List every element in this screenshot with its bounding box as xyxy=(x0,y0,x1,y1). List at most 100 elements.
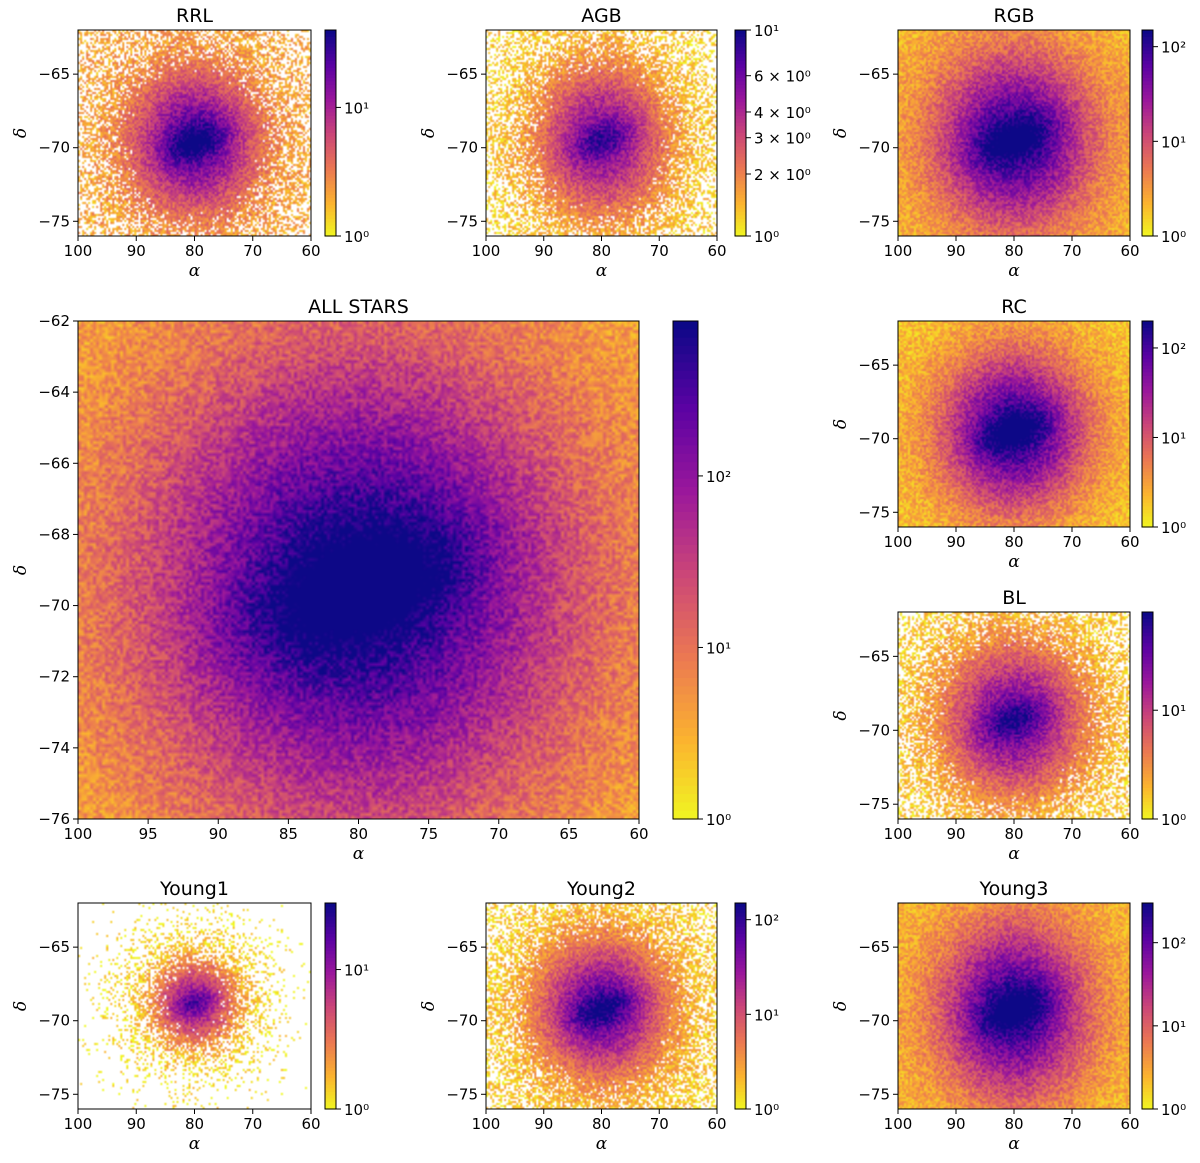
colorbar-step xyxy=(1142,906,1153,911)
chart-title: RGB xyxy=(994,5,1035,27)
colorbar-step xyxy=(1142,1054,1153,1059)
colorbar-step xyxy=(1142,417,1153,422)
colorbar-step xyxy=(1142,1060,1153,1065)
colorbar-step xyxy=(1142,667,1153,672)
colorbar-step xyxy=(1142,1088,1153,1093)
colorbar-step xyxy=(325,91,336,96)
panel-young3: Young3 100 90 80 70 60 −65 −70 −75 α δ 10² 10¹ 10⁰ xyxy=(831,878,1186,1154)
x-tick-label: 90 xyxy=(946,533,965,551)
y-axis-label: δ xyxy=(831,710,851,720)
y-tick-label: −68 xyxy=(38,525,70,543)
colorbar-step xyxy=(735,971,746,976)
colorbar-step xyxy=(735,95,746,100)
colorbar-step xyxy=(325,951,336,956)
colorbar-step xyxy=(673,661,698,671)
colorbar-rrl: 10⁰ 10¹ xyxy=(324,29,369,246)
colorbar-step xyxy=(735,98,746,103)
colorbar-step xyxy=(325,999,336,1004)
colorbar-step xyxy=(1142,365,1153,370)
colorbar-step xyxy=(1142,372,1153,377)
chart-title: RC xyxy=(1001,296,1027,318)
colorbar-step xyxy=(673,619,698,629)
colorbar-step xyxy=(325,177,336,182)
colorbar-step xyxy=(1142,1019,1153,1024)
colorbar-step xyxy=(673,379,698,388)
colorbar-step xyxy=(325,157,336,162)
colorbar-step xyxy=(735,160,746,165)
colorbar-step xyxy=(735,1009,746,1014)
x-tick-label: 90 xyxy=(534,242,553,260)
colorbar-step xyxy=(1142,177,1153,182)
colorbar-step xyxy=(325,927,336,932)
colorbar-step xyxy=(1142,774,1153,779)
colorbar-step xyxy=(1142,957,1153,962)
colorbar-frame xyxy=(734,902,747,1110)
colorbar-step xyxy=(735,129,746,134)
colorbar-step xyxy=(325,961,336,966)
y-tick-label: −65 xyxy=(446,938,478,956)
colorbar-step xyxy=(1142,763,1153,768)
colorbar-rgb: 10² 10¹ 10⁰ xyxy=(1141,29,1186,246)
colorbar-step xyxy=(325,146,336,151)
colorbar-step xyxy=(1142,636,1153,641)
heatmap-rrl xyxy=(78,30,311,236)
colorbar-frame xyxy=(324,902,337,1110)
colorbar-step xyxy=(325,1067,336,1072)
colorbar-step xyxy=(1142,396,1153,401)
colorbar-step xyxy=(1142,205,1153,210)
colorbar-step xyxy=(673,794,698,803)
colorbar-step xyxy=(1142,78,1153,83)
colorbar-step xyxy=(1142,369,1153,374)
colorbar-step xyxy=(1142,1091,1153,1096)
colorbar-step xyxy=(1142,403,1153,408)
colorbar-step xyxy=(1142,632,1153,637)
colorbar-step xyxy=(325,88,336,93)
colorbar-step xyxy=(735,1030,746,1035)
colorbar-step xyxy=(1142,187,1153,192)
y-tick-label: −70 xyxy=(858,1012,890,1030)
colorbar-tick-label: 10¹ xyxy=(1161,429,1186,447)
colorbar-step xyxy=(325,903,336,908)
colorbar-step xyxy=(1142,968,1153,973)
heatmap-agb xyxy=(486,30,717,236)
colorbar-step xyxy=(673,520,698,530)
x-tick-label: 100 xyxy=(884,825,913,843)
colorbar-step xyxy=(325,163,336,168)
colorbar-step xyxy=(325,170,336,175)
colorbar-step xyxy=(1142,229,1153,234)
colorbar-step xyxy=(1142,701,1153,706)
colorbar-step xyxy=(673,736,698,745)
panel-rrl: RRL 100 90 80 70 60 −65 −70 −75 α δ 10⁰ 10¹ xyxy=(11,5,369,281)
x-tick-label: 80 xyxy=(1004,533,1023,551)
colorbar-step xyxy=(325,122,336,127)
colorbar-step xyxy=(325,937,336,942)
colorbar-step xyxy=(1142,362,1153,367)
chart-title: RRL xyxy=(176,5,213,27)
colorbar-step xyxy=(1142,705,1153,710)
colorbar-step xyxy=(673,503,698,513)
colorbar-step xyxy=(735,157,746,162)
panel-rgb: RGB 100 90 80 70 60 −65 −70 −75 α δ 10² 10¹ 10⁰ xyxy=(831,5,1186,281)
colorbar-step xyxy=(325,50,336,55)
x-tick-label: 90 xyxy=(946,825,965,843)
colorbar-step xyxy=(1142,812,1153,817)
colorbar-step xyxy=(1142,461,1153,466)
x-axis-label: α xyxy=(1008,1134,1020,1154)
colorbar-step xyxy=(1142,160,1153,165)
colorbar-step xyxy=(735,1016,746,1021)
colorbar-step xyxy=(1142,718,1153,723)
colorbar-step xyxy=(673,445,698,455)
colorbar-step xyxy=(735,1026,746,1031)
colorbar-step xyxy=(325,222,336,227)
y-tick-label: −70 xyxy=(446,139,478,157)
colorbar-step xyxy=(735,906,746,911)
colorbar-step xyxy=(1142,88,1153,93)
colorbar-step xyxy=(1142,988,1153,993)
colorbar-step xyxy=(1142,1095,1153,1100)
colorbar-step xyxy=(735,36,746,41)
colorbar-step xyxy=(1142,916,1153,921)
y-tick-label: −64 xyxy=(38,383,70,401)
colorbar-step xyxy=(673,478,698,488)
colorbar-step xyxy=(325,1036,336,1041)
colorbar-step xyxy=(1142,971,1153,976)
